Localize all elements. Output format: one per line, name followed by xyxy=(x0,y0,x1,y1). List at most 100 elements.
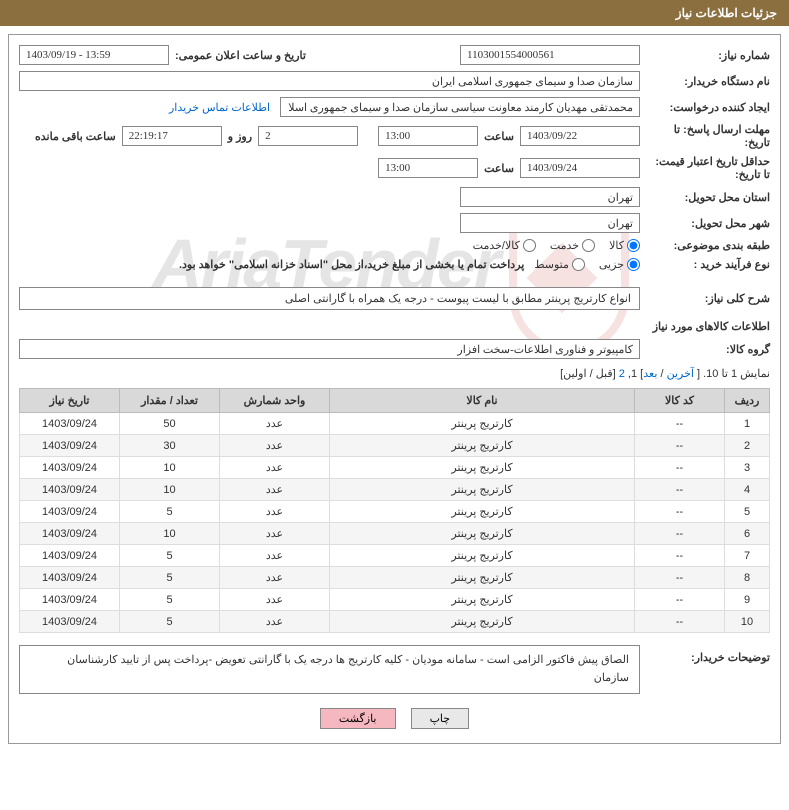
contact-link[interactable]: اطلاعات تماس خریدار xyxy=(169,101,270,114)
announce-label: تاریخ و ساعت اعلان عمومی: xyxy=(169,49,312,62)
cat-goods-option[interactable]: کالا xyxy=(609,239,640,252)
table-cell: -- xyxy=(635,611,725,633)
th-name: نام کالا xyxy=(330,389,635,413)
pt-medium-option[interactable]: متوسط xyxy=(534,258,585,271)
table-cell: عدد xyxy=(220,501,330,523)
days-remaining-label: روز و xyxy=(222,130,258,143)
cat-goods-service-radio[interactable] xyxy=(523,239,536,252)
table-cell: عدد xyxy=(220,457,330,479)
th-row: ردیف xyxy=(725,389,770,413)
table-cell: عدد xyxy=(220,611,330,633)
table-cell: 10 xyxy=(120,523,220,545)
goods-group-value: کامپیوتر و فناوری اطلاعات-سخت افزار xyxy=(19,339,640,359)
table-cell: 5 xyxy=(120,501,220,523)
table-cell: 6 xyxy=(725,523,770,545)
table-cell: 1 xyxy=(725,413,770,435)
table-cell: 5 xyxy=(725,501,770,523)
page-title: جزئیات اطلاعات نیاز xyxy=(676,6,777,20)
table-row: 8--کارتریج پرینترعدد51403/09/24 xyxy=(20,567,770,589)
table-cell: -- xyxy=(635,457,725,479)
deadline-send-label: مهلت ارسال پاسخ: تا تاریخ: xyxy=(640,123,770,149)
table-cell: 9 xyxy=(725,589,770,611)
cat-goods-service-option[interactable]: کالا/خدمت xyxy=(473,239,536,252)
time-remaining-label: ساعت باقی مانده xyxy=(29,130,122,143)
buyer-notes-box: الصاق پیش فاکتور الزامی است - سامانه مود… xyxy=(19,645,640,694)
table-cell: 1403/09/24 xyxy=(20,611,120,633)
general-desc-box: انواع کارتریج پرینتر مطابق با لیست پیوست… xyxy=(19,287,640,310)
table-cell: 1403/09/24 xyxy=(20,413,120,435)
deadline-send-date: 1403/09/22 xyxy=(520,126,640,146)
table-cell: کارتریج پرینتر xyxy=(330,457,635,479)
deadline-send-time: 13:00 xyxy=(378,126,478,146)
purchase-type-radio-group: جزیی متوسط xyxy=(534,258,640,271)
table-cell: -- xyxy=(635,589,725,611)
category-label: طبقه بندی موضوعی: xyxy=(640,239,770,252)
table-cell: کارتریج پرینتر xyxy=(330,545,635,567)
table-cell: -- xyxy=(635,545,725,567)
main-frame: AriaTender شماره نیاز: 1103001554000561 … xyxy=(8,34,781,744)
cat-service-option[interactable]: خدمت xyxy=(550,239,595,252)
table-cell: عدد xyxy=(220,545,330,567)
pager-last-link[interactable]: آخرین xyxy=(667,368,694,380)
th-qty: تعداد / مقدار xyxy=(120,389,220,413)
table-cell: 10 xyxy=(120,479,220,501)
announce-value: 1403/09/19 - 13:59 xyxy=(19,45,169,65)
print-button[interactable]: چاپ xyxy=(411,708,470,729)
time-remaining: 22:19:17 xyxy=(122,126,222,146)
table-cell: -- xyxy=(635,479,725,501)
goods-table: ردیف کد کالا نام کالا واحد شمارش تعداد /… xyxy=(19,388,770,633)
table-cell: 1403/09/24 xyxy=(20,523,120,545)
table-cell: عدد xyxy=(220,523,330,545)
table-cell: 5 xyxy=(120,589,220,611)
table-cell: 5 xyxy=(120,567,220,589)
table-cell: 1403/09/24 xyxy=(20,435,120,457)
buyer-notes-text: الصاق پیش فاکتور الزامی است - سامانه مود… xyxy=(67,654,629,684)
table-cell: کارتریج پرینتر xyxy=(330,501,635,523)
table-cell: 1403/09/24 xyxy=(20,545,120,567)
delivery-province-value: تهران xyxy=(460,187,640,207)
th-code: کد کالا xyxy=(635,389,725,413)
table-row: 9--کارتریج پرینترعدد51403/09/24 xyxy=(20,589,770,611)
table-cell: کارتریج پرینتر xyxy=(330,589,635,611)
table-cell: 3 xyxy=(725,457,770,479)
table-row: 2--کارتریج پرینترعدد301403/09/24 xyxy=(20,435,770,457)
table-cell: 1403/09/24 xyxy=(20,567,120,589)
table-cell: کارتریج پرینتر xyxy=(330,413,635,435)
pager: نمایش 1 تا 10. [ آخرین / بعد] 1, 2 [قبل … xyxy=(19,367,770,380)
pt-medium-radio[interactable] xyxy=(572,258,585,271)
th-date: تاریخ نیاز xyxy=(20,389,120,413)
general-desc-label: شرح کلی نیاز: xyxy=(640,292,770,305)
table-cell: کارتریج پرینتر xyxy=(330,523,635,545)
table-row: 1--کارتریج پرینترعدد501403/09/24 xyxy=(20,413,770,435)
table-cell: کارتریج پرینتر xyxy=(330,435,635,457)
table-cell: 8 xyxy=(725,567,770,589)
need-number-label: شماره نیاز: xyxy=(640,49,770,62)
back-button[interactable]: بازگشت xyxy=(320,708,396,729)
category-radio-group: کالا خدمت کالا/خدمت xyxy=(473,239,640,252)
table-cell: -- xyxy=(635,435,725,457)
pt-minor-option[interactable]: جزیی xyxy=(599,258,640,271)
table-cell: عدد xyxy=(220,589,330,611)
table-cell: 1403/09/24 xyxy=(20,457,120,479)
buyer-org-value: سازمان صدا و سیمای جمهوری اسلامی ایران xyxy=(19,71,640,91)
days-remaining: 2 xyxy=(258,126,358,146)
buyer-org-label: نام دستگاه خریدار: xyxy=(640,75,770,88)
table-cell: 50 xyxy=(120,413,220,435)
table-cell: -- xyxy=(635,413,725,435)
need-number-value: 1103001554000561 xyxy=(460,45,640,65)
pt-minor-radio[interactable] xyxy=(627,258,640,271)
table-row: 7--کارتریج پرینترعدد51403/09/24 xyxy=(20,545,770,567)
time-label-1: ساعت xyxy=(478,130,520,143)
table-cell: 30 xyxy=(120,435,220,457)
table-cell: عدد xyxy=(220,567,330,589)
delivery-city-value: تهران xyxy=(460,213,640,233)
min-valid-label: حداقل تاریخ اعتبار قیمت: تا تاریخ: xyxy=(640,155,770,181)
cat-service-radio[interactable] xyxy=(582,239,595,252)
time-label-2: ساعت xyxy=(478,162,520,175)
table-cell: 1403/09/24 xyxy=(20,479,120,501)
table-cell: 10 xyxy=(120,457,220,479)
cat-goods-radio[interactable] xyxy=(627,239,640,252)
goods-info-title: اطلاعات کالاهای مورد نیاز xyxy=(19,320,770,333)
pager-next-link[interactable]: بعد xyxy=(643,368,657,380)
table-cell: عدد xyxy=(220,413,330,435)
